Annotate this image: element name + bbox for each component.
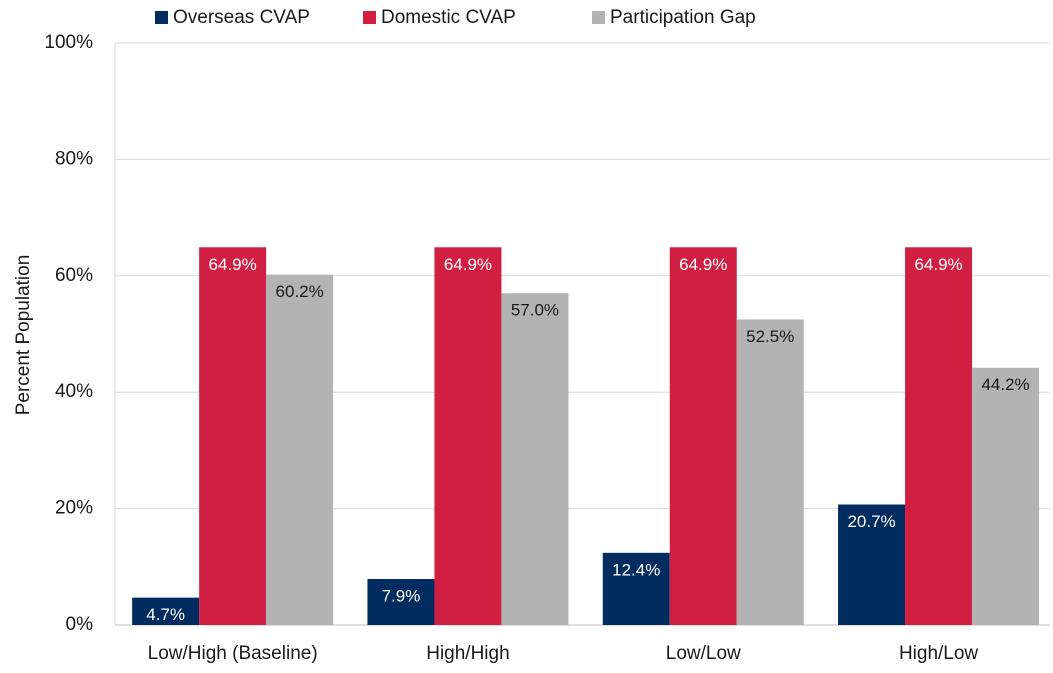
value-label: 64.9%: [914, 255, 962, 274]
value-label: 4.7%: [146, 605, 185, 624]
value-label: 57.0%: [511, 301, 559, 320]
y-tick-label: 60%: [55, 265, 93, 286]
bar: [602, 552, 670, 625]
x-tick-label: High/High: [426, 643, 509, 664]
y-tick-label: 80%: [55, 148, 93, 169]
value-label: 64.9%: [679, 255, 727, 274]
bar: [905, 247, 973, 626]
value-label: 12.4%: [612, 560, 660, 579]
y-tick-label: 0%: [66, 614, 94, 635]
value-label: 52.5%: [746, 327, 794, 346]
x-tick-label: High/Low: [899, 643, 978, 664]
legend-label: Domestic CVAP: [381, 7, 516, 28]
legend-label: Overseas CVAP: [173, 7, 310, 28]
bar: [199, 247, 267, 626]
value-label: 64.9%: [444, 255, 492, 274]
x-tick-label: Low/Low: [666, 643, 741, 664]
bar: [669, 247, 737, 626]
y-axis-title: Percent Population: [13, 255, 34, 416]
bar: [501, 293, 569, 625]
y-tick-label: 40%: [55, 381, 93, 402]
bar: [434, 247, 502, 626]
y-tick-label: 20%: [55, 498, 93, 519]
legend-swatch: [155, 11, 168, 24]
legend-swatch: [363, 11, 376, 24]
legend-label: Participation Gap: [610, 7, 756, 28]
bar: [367, 579, 435, 625]
x-tick-label: Low/High (Baseline): [148, 643, 318, 664]
bar: [132, 597, 200, 625]
value-label: 20.7%: [847, 512, 895, 531]
bar: [972, 367, 1040, 625]
bar: [266, 274, 334, 625]
value-label: 7.9%: [382, 587, 421, 606]
value-label: 44.2%: [981, 375, 1029, 394]
bar: [736, 319, 804, 625]
legend-swatch: [592, 11, 605, 24]
y-tick-label: 100%: [44, 32, 93, 53]
value-label: 60.2%: [276, 282, 324, 301]
bar: [838, 504, 906, 625]
value-label: 64.9%: [209, 255, 257, 274]
